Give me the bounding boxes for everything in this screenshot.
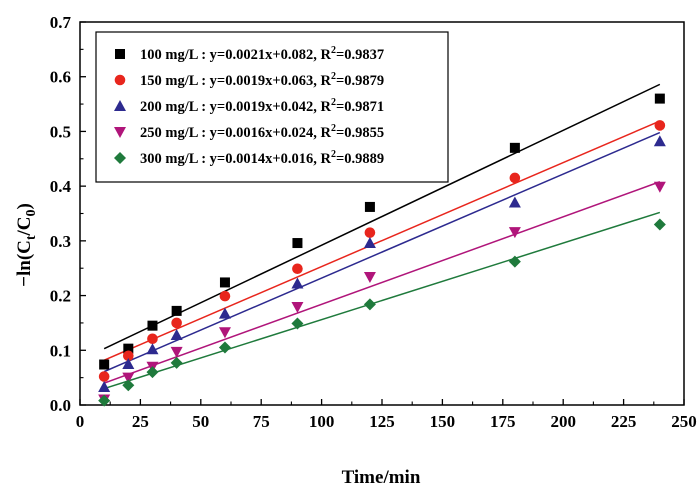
fit-line bbox=[103, 181, 661, 384]
x-tick-label: 50 bbox=[192, 412, 209, 431]
data-point bbox=[98, 371, 110, 382]
legend-marker bbox=[114, 74, 126, 86]
legend-entry: 300 mg/L : y=0.0014x+0.016, R2=0.9889 bbox=[140, 149, 384, 167]
x-tick-label: 125 bbox=[369, 412, 395, 431]
data-point bbox=[218, 341, 231, 354]
x-tick-label: 25 bbox=[132, 412, 149, 431]
data-point bbox=[292, 238, 303, 249]
legend-marker bbox=[114, 127, 126, 138]
y-axis-label-part: ) bbox=[14, 203, 35, 209]
data-point bbox=[363, 298, 376, 311]
data-point bbox=[508, 227, 521, 239]
data-point bbox=[218, 307, 231, 319]
legend-entry: 200 mg/L : y=0.0019x+0.042, R2=0.9871 bbox=[140, 97, 384, 115]
y-axis-label-subscript: 0 bbox=[24, 209, 39, 216]
legend-marker bbox=[114, 152, 126, 164]
data-point bbox=[363, 271, 376, 283]
data-point bbox=[146, 366, 159, 379]
fit-line bbox=[103, 131, 661, 373]
fit-line bbox=[103, 120, 661, 361]
data-points bbox=[98, 93, 666, 407]
data-point bbox=[147, 320, 158, 331]
fit-line bbox=[103, 83, 661, 350]
data-point bbox=[170, 328, 183, 340]
x-axis: 0 25 50 75 100 125 150 175 200 225 250 bbox=[76, 399, 697, 431]
legend-entry: 250 mg/L : y=0.0016x+0.024, R2=0.9855 bbox=[140, 123, 384, 141]
data-point bbox=[364, 201, 375, 212]
data-point bbox=[508, 255, 521, 268]
y-axis-label-part: −ln(C bbox=[14, 240, 35, 287]
data-point bbox=[509, 142, 520, 153]
data-point bbox=[146, 343, 159, 355]
x-tick-label: 250 bbox=[671, 412, 697, 431]
x-tick-label: 225 bbox=[611, 412, 637, 431]
y-tick-label: 0.3 bbox=[50, 232, 71, 251]
y-tick-label: 0.1 bbox=[50, 341, 71, 360]
legend-marker bbox=[114, 100, 126, 111]
data-point bbox=[122, 379, 135, 392]
data-point bbox=[147, 333, 158, 345]
data-point bbox=[508, 196, 521, 208]
y-axis: 0.0 0.1 0.2 0.3 0.4 0.5 0.6 0.7 bbox=[50, 13, 86, 415]
legend-entry: 150 mg/L : y=0.0019x+0.063, R2=0.9879 bbox=[140, 71, 384, 89]
data-point bbox=[99, 359, 110, 370]
data-point bbox=[123, 350, 134, 362]
data-point bbox=[292, 263, 303, 275]
y-axis-label-part: /C bbox=[14, 216, 35, 236]
data-point bbox=[364, 227, 376, 238]
y-tick-label: 0.0 bbox=[50, 396, 71, 415]
x-tick-label: 200 bbox=[550, 412, 576, 431]
data-point bbox=[291, 277, 304, 289]
data-point bbox=[653, 181, 666, 193]
data-point bbox=[171, 317, 182, 329]
data-point bbox=[653, 218, 666, 231]
legend-box bbox=[95, 31, 449, 183]
fit-line bbox=[103, 211, 661, 390]
y-tick-label: 0.2 bbox=[50, 287, 71, 306]
fit-lines bbox=[103, 83, 661, 390]
y-axis-label-subscript: t bbox=[24, 235, 39, 240]
data-point bbox=[122, 372, 135, 384]
x-tick-label: 0 bbox=[76, 412, 85, 431]
data-point bbox=[170, 346, 183, 358]
y-tick-label: 0.7 bbox=[50, 13, 72, 32]
x-tick-label: 100 bbox=[309, 412, 335, 431]
legend: 100 mg/L : y=0.0021x+0.082, R2=0.9837 150… bbox=[95, 31, 449, 183]
data-point bbox=[219, 290, 231, 302]
data-point bbox=[219, 277, 230, 288]
data-point bbox=[363, 237, 376, 249]
data-point bbox=[654, 93, 665, 104]
x-tick-label: 150 bbox=[430, 412, 456, 431]
data-point bbox=[123, 343, 134, 354]
data-point bbox=[98, 394, 111, 407]
data-point bbox=[654, 120, 666, 131]
legend-entry: 100 mg/L : y=0.0021x+0.082, R2=0.9837 bbox=[140, 45, 384, 63]
data-point bbox=[98, 380, 111, 392]
y-axis-label: −ln(Ct/C0) bbox=[14, 203, 39, 287]
data-point bbox=[291, 317, 304, 330]
legend-marker bbox=[115, 49, 125, 59]
x-tick-label: 175 bbox=[490, 412, 516, 431]
x-tick-label: 75 bbox=[253, 412, 270, 431]
data-point bbox=[218, 327, 231, 339]
data-point bbox=[170, 356, 183, 369]
data-point bbox=[509, 172, 521, 184]
x-axis-label: Time/min bbox=[342, 467, 421, 488]
data-point bbox=[171, 305, 182, 316]
data-point bbox=[291, 302, 304, 314]
y-tick-label: 0.4 bbox=[50, 177, 72, 196]
data-point bbox=[122, 357, 135, 369]
data-point bbox=[653, 135, 666, 147]
y-tick-label: 0.5 bbox=[50, 122, 71, 141]
y-tick-label: 0.6 bbox=[50, 68, 71, 87]
